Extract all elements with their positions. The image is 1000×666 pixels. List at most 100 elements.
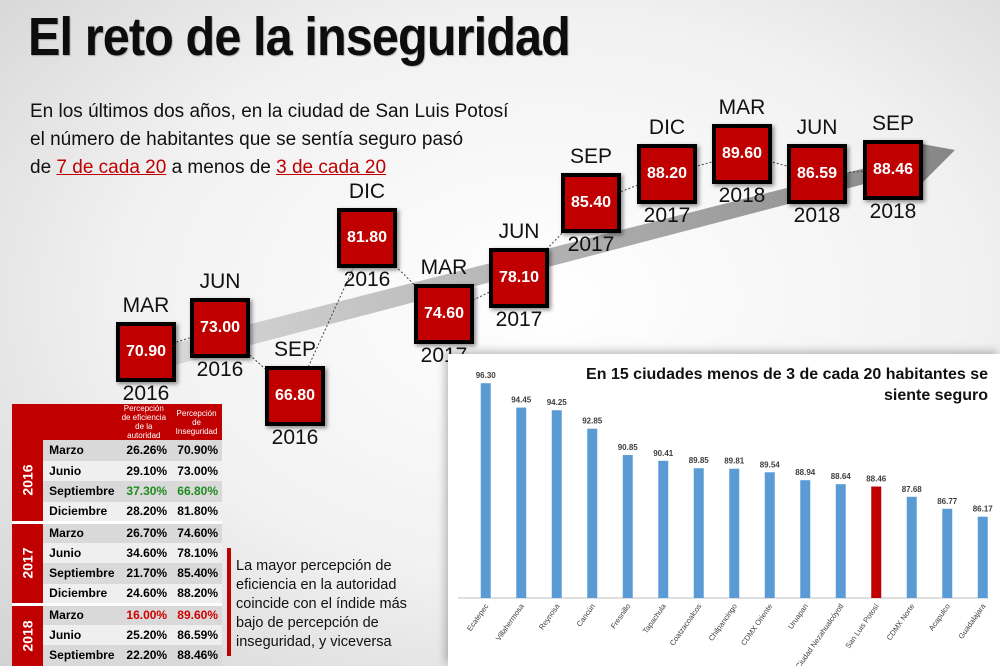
bar-category-label: Chilpancingo <box>707 602 739 643</box>
table-row: Diciembre 24.60% 88.20% <box>12 583 222 604</box>
table-row: 2016 Marzo 26.26% 70.90% <box>12 440 222 522</box>
bar-category-label: Reynosa <box>537 601 562 631</box>
bar-category-label: Ecatepec <box>465 602 490 633</box>
table-insecurity-cell: 81.80% <box>171 501 222 522</box>
table-row: Septiembre 21.70% 85.40% <box>12 563 222 584</box>
table-efficiency-cell: 16.00% <box>116 602 172 625</box>
intro-highlight-2: 3 de cada 20 <box>276 157 387 178</box>
timeline-value-box: 73.00 <box>190 298 250 358</box>
bar-value-label: 86.17 <box>973 505 994 514</box>
table-insecurity-cell: 74.60% <box>171 520 222 543</box>
table-insecurity-cell: 86.59% <box>171 624 222 645</box>
bar-value-label: 89.85 <box>689 456 710 465</box>
bar-category-label: Uruapan <box>786 602 810 631</box>
bar-value-label: 92.85 <box>582 417 603 426</box>
table-month-cell: Marzo <box>43 440 117 461</box>
bar-value-label: 88.64 <box>831 472 852 481</box>
bar-value-label: 94.45 <box>511 396 532 405</box>
timeline-year-label: 2016 <box>122 382 170 405</box>
table-row: Septiembre 37.30% 66.80% <box>12 481 222 502</box>
timeline-year-label: 2018 <box>718 184 766 207</box>
table-year-cell: 2016 <box>12 440 44 522</box>
table-row: Junio 29.10% 73.00% <box>12 460 222 481</box>
table-row: 2018 Marzo 16.00% 89.60% <box>12 602 222 666</box>
note-accent-bar <box>227 548 231 656</box>
perception-table: Percepción de eficiencia de la autoridad… <box>12 404 222 666</box>
table-insecurity-cell: 88.20% <box>171 583 222 604</box>
timeline-value-box: 89.60 <box>712 124 772 184</box>
bar <box>942 508 953 598</box>
table-month-cell: Septiembre <box>43 481 117 502</box>
table-efficiency-cell: 26.26% <box>116 440 172 461</box>
bar <box>622 455 633 598</box>
intro-line-2: el número de habitantes que se sentía se… <box>30 129 464 150</box>
bar-value-label: 96.30 <box>476 371 497 380</box>
table-row: 2017 Marzo 26.70% 74.60% <box>12 520 222 604</box>
timeline-year-label: 2017 <box>495 308 543 331</box>
city-bar-chart: 96.30 Ecatepec 94.45 Villahermosa 94.25 Reyno… <box>458 371 994 666</box>
table-efficiency-cell: 26.70% <box>116 520 172 543</box>
bar <box>729 468 740 598</box>
timeline-month-label: JUN <box>498 220 540 243</box>
timeline-month-label: SEP <box>273 338 317 361</box>
bar-value-label: 89.81 <box>724 457 745 466</box>
table-insecurity-cell: 85.40% <box>171 563 222 584</box>
bar <box>551 410 562 598</box>
timeline-value-box: 88.20 <box>637 144 697 204</box>
intro-highlight-1: 7 de cada 20 <box>56 157 167 178</box>
table-insecurity-cell: 88.46% <box>171 645 222 666</box>
table-efficiency-cell: 22.20% <box>116 645 172 666</box>
bar-value-label: 88.46 <box>866 475 887 484</box>
bar-category-label: San Luis Potosí <box>843 601 881 650</box>
bar-value-label: 89.54 <box>760 460 781 469</box>
bar-category-label: Guadalajara <box>957 601 988 640</box>
intro-text: En los últimos dos años, en la ciudad de… <box>30 98 570 182</box>
table-efficiency-cell: 34.60% <box>116 542 172 563</box>
table-month-cell: Junio <box>43 542 117 563</box>
bar-value-label: 90.85 <box>618 443 639 452</box>
timeline-value-box: 81.80 <box>337 208 397 268</box>
table-efficiency-cell: 29.10% <box>116 460 172 481</box>
table-row: Junio 34.60% 78.10% <box>12 542 222 563</box>
bar-value-label: 90.41 <box>653 449 674 458</box>
bar <box>800 480 811 598</box>
bar-chart-title: En 15 ciudades menos de 3 de cada 20 hab… <box>586 366 988 404</box>
bar-category-label: Tapachula <box>641 601 668 635</box>
table-year-cell: 2017 <box>12 520 44 604</box>
table-row: Diciembre 28.20% 81.80% <box>12 501 222 522</box>
bar-value-label: 87.68 <box>902 485 923 494</box>
bar <box>516 407 527 598</box>
table-month-cell: Junio <box>43 624 117 645</box>
bar <box>906 496 917 598</box>
intro-line-3: de 7 de cada 20 a menos de 3 de cada 20 <box>30 154 570 182</box>
timeline-value-box: 74.60 <box>414 284 474 344</box>
bar-category-label: CDMX Oriente <box>739 602 774 647</box>
table-year-label: 2017 <box>19 547 36 579</box>
timeline-month-label: MAR <box>122 294 170 317</box>
table-header-efficiency: Percepción de eficiencia de la autoridad <box>116 404 172 440</box>
note-text: La mayor percepción de eficiencia en la … <box>236 558 407 650</box>
timeline-value-box: 70.90 <box>116 322 176 382</box>
timeline-year-label: 2018 <box>869 200 917 223</box>
timeline-value-box: 85.40 <box>561 173 621 233</box>
timeline-year-label: 2016 <box>196 358 244 381</box>
timeline-month-label: SEP <box>569 145 613 168</box>
table-efficiency-cell: 21.70% <box>116 563 172 584</box>
intro-line-1: En los últimos dos años, en la ciudad de… <box>30 101 509 122</box>
table-insecurity-cell: 66.80% <box>171 481 222 502</box>
bar <box>693 468 704 598</box>
timeline-month-label: JUN <box>796 116 838 139</box>
bar-category-label: Fresnillo <box>609 602 633 630</box>
timeline-month-label: SEP <box>871 112 915 135</box>
timeline-month-label: DIC <box>648 116 686 139</box>
table-efficiency-cell: 37.30% <box>116 481 172 502</box>
table-month-cell: Diciembre <box>43 501 117 522</box>
table-month-cell: Septiembre <box>43 645 117 666</box>
bar <box>835 484 846 598</box>
table-insecurity-cell: 89.60% <box>171 602 222 625</box>
bar <box>587 428 598 598</box>
table-insecurity-cell: 70.90% <box>171 440 222 461</box>
bar-value-label: 94.25 <box>547 398 568 407</box>
bar-category-label: Villahermosa <box>494 601 527 642</box>
intro-line-3-pre: de <box>30 157 57 178</box>
